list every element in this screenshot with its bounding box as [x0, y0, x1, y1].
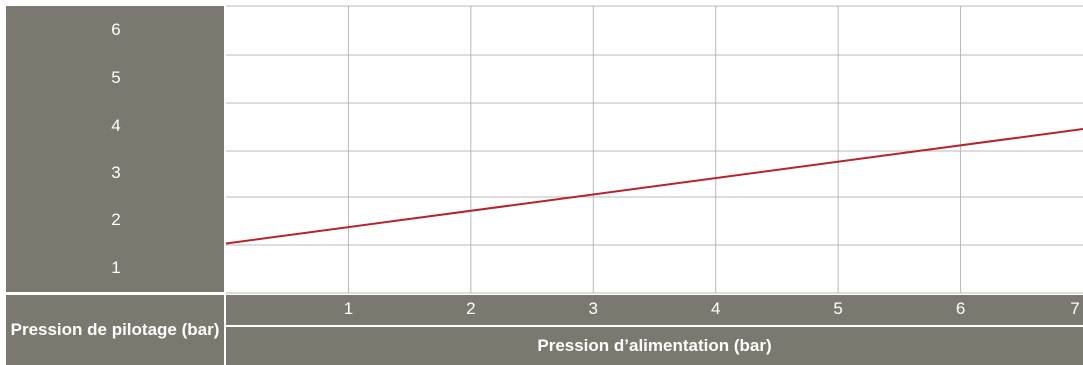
x-axis-title: Pression d’alimentation (bar) [226, 327, 1083, 365]
x-tick-label: 1 [343, 299, 354, 318]
x-tick-band: 1 2 3 4 5 6 7 [226, 295, 1083, 325]
x-tick-label: 6 [955, 299, 966, 318]
y-tick-label: 4 [111, 116, 121, 135]
y-tick-label: 5 [111, 68, 121, 87]
y-tick-label: 6 [111, 20, 121, 39]
x-tick-label: 5 [833, 299, 843, 318]
y-tick-label: 3 [111, 163, 121, 182]
series-line [225, 128, 1083, 245]
x-tick-label: 7 [1070, 299, 1080, 318]
y-axis-panel: 1 2 3 4 5 6 [6, 6, 224, 292]
x-tick-label: 2 [466, 299, 476, 318]
plot-area [225, 5, 1083, 294]
y-tick-label: 2 [111, 210, 121, 229]
y-axis-title: Pression de pilotage (bar) [6, 295, 224, 365]
x-tick-label: 4 [710, 299, 721, 318]
x-tick-label: 3 [588, 299, 599, 318]
y-tick-label: 1 [111, 258, 121, 277]
